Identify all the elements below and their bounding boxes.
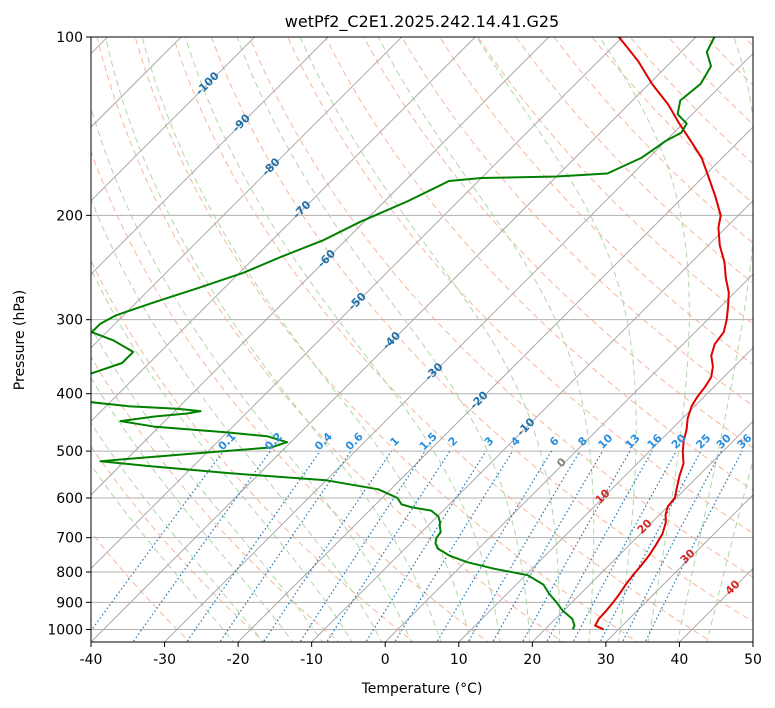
isotherm-line xyxy=(310,199,753,642)
isotherm-line xyxy=(91,37,477,423)
moist-adiabat-line xyxy=(599,37,690,642)
y-tick-label: 1000 xyxy=(47,622,83,638)
y-tick-label: 700 xyxy=(56,531,83,547)
isotherm-line xyxy=(458,347,753,642)
y-tick-label: 600 xyxy=(56,491,83,507)
isotherms xyxy=(91,37,753,642)
x-tick-label: 10 xyxy=(450,652,468,668)
mixing-ratio-line xyxy=(621,450,722,642)
y-tick-label: 100 xyxy=(56,30,83,46)
moist-adiabat-line xyxy=(91,376,294,642)
dry-adiabat-line xyxy=(287,37,753,534)
x-tick-label: 30 xyxy=(597,652,615,668)
mixing-ratio-line xyxy=(467,450,581,642)
mixing-ratio-line xyxy=(521,450,631,642)
sounding-series xyxy=(91,37,730,631)
moist-adiabat-line xyxy=(91,197,383,642)
moist-adiabat-line xyxy=(476,37,637,642)
dry-adiabat-line xyxy=(210,37,753,623)
isotherm-line xyxy=(91,37,550,496)
x-tick-label: 20 xyxy=(523,652,541,668)
x-tick-label: 50 xyxy=(744,652,762,668)
mixing-ratio-line xyxy=(644,450,743,642)
dewpoint-line xyxy=(91,37,716,630)
isotherm-line xyxy=(163,52,753,642)
y-tick-label: 400 xyxy=(56,387,83,403)
dry-adiabat-line xyxy=(401,37,753,407)
y-axis: 100 200 300 400 500 600 700 800 900 1000 xyxy=(47,30,91,638)
moist-adiabat-line xyxy=(104,37,442,642)
moist-adiabat-line xyxy=(91,106,412,642)
dry-adiabat-line xyxy=(363,37,753,449)
mixing-ratio-label: 36 xyxy=(735,431,755,451)
dry-adiabat-line xyxy=(248,37,753,578)
mixing-ratio-line xyxy=(436,450,553,642)
dry-adiabat-line xyxy=(629,37,753,165)
x-tick-label: -20 xyxy=(227,652,250,668)
mixing-ratio-line xyxy=(599,450,702,642)
x-axis-label: Temperature (°C) xyxy=(361,681,483,697)
mixing-ratio-line xyxy=(491,450,604,642)
mixing-ratio-line xyxy=(299,450,426,642)
y-tick-label: 200 xyxy=(56,208,83,224)
moist-adiabat-line xyxy=(184,37,501,642)
mixing-ratio-line xyxy=(185,450,321,642)
moist-adiabat-line xyxy=(676,37,753,642)
mixing-ratio-line xyxy=(572,450,677,642)
temperature-line xyxy=(594,37,730,631)
dry-adiabat-line xyxy=(91,259,415,642)
dry-adiabat-line xyxy=(172,37,713,642)
mixing-ratio-line xyxy=(394,450,514,642)
dry-adiabat-line xyxy=(96,37,564,642)
isotherm-line xyxy=(91,37,697,642)
dry-adiabat-line xyxy=(515,37,753,284)
y-tick-label: 500 xyxy=(56,444,83,460)
y-tick-label: 900 xyxy=(56,595,83,611)
moist-adiabat-line xyxy=(91,464,235,642)
x-tick-label: -40 xyxy=(80,652,103,668)
x-tick-label: -30 xyxy=(153,652,176,668)
dry-adiabats xyxy=(91,37,753,642)
plot-frame xyxy=(90,36,754,643)
isotherm-line xyxy=(384,273,753,642)
dry-adiabat-line xyxy=(134,37,639,642)
pressure-gridlines xyxy=(91,37,753,630)
isotherm-line xyxy=(605,494,753,642)
isotherm-line xyxy=(531,420,753,642)
dry-adiabat-line xyxy=(439,37,753,366)
dry-adiabat-line xyxy=(91,445,266,642)
dry-adiabat-line xyxy=(91,150,489,642)
dry-adiabat-line xyxy=(91,356,340,642)
moist-adiabat-line xyxy=(91,326,323,642)
dry-adiabat-line xyxy=(477,37,753,325)
x-tick-label: -10 xyxy=(300,652,323,668)
isotherm-line xyxy=(91,37,329,275)
mixing-ratio-line xyxy=(545,450,653,642)
moist-adiabat-line xyxy=(91,267,353,642)
chart-title: wetPf2_C2E1.2025.242.14.41.G25 xyxy=(285,12,559,32)
x-tick-label: 40 xyxy=(671,652,689,668)
isotherm-line xyxy=(91,37,256,202)
isotherm-line xyxy=(91,37,624,570)
isotherm-line xyxy=(91,37,403,349)
y-tick-label: 800 xyxy=(56,565,83,581)
moist-adiabat-line xyxy=(377,37,595,642)
moist-adiabat-line xyxy=(706,458,753,642)
moist-adiabat-line xyxy=(91,422,264,642)
moist-adiabat-line xyxy=(299,37,560,642)
x-tick-label: 0 xyxy=(381,652,390,668)
mixing-ratio-line xyxy=(219,450,352,642)
y-axis-label: Pressure (hPa) xyxy=(12,290,28,390)
mixing-ratio-lines xyxy=(91,450,743,642)
y-tick-label: 300 xyxy=(56,313,83,329)
x-axis: -40 -30 -20 -10 0 10 20 30 40 50 xyxy=(80,642,762,668)
